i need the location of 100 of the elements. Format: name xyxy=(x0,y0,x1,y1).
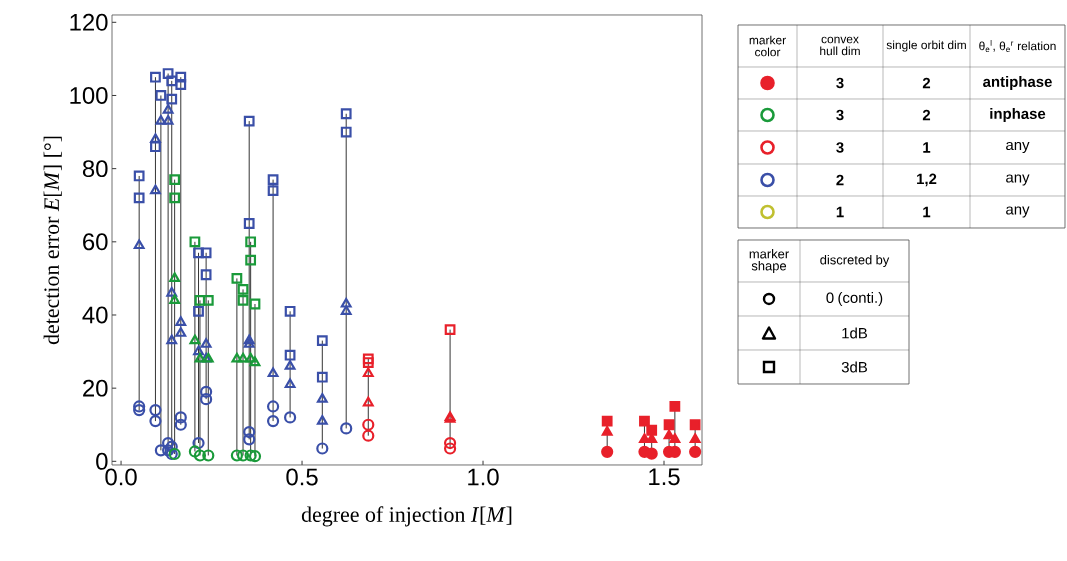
point xyxy=(243,115,255,127)
x-tick-label: 1.5 xyxy=(649,468,680,486)
point xyxy=(316,442,329,455)
point xyxy=(149,414,162,428)
point xyxy=(243,334,255,345)
point xyxy=(639,415,650,427)
point xyxy=(243,338,255,348)
text: θ$_{e}$$^{l}$, θ$_{e}$$^{r}$ relation xyxy=(979,39,1056,52)
point xyxy=(266,414,280,428)
point xyxy=(245,352,257,363)
text: 3 xyxy=(836,77,844,89)
x-tick-label: 1.0 xyxy=(468,468,499,486)
text: inphase xyxy=(990,108,1046,122)
point xyxy=(340,126,352,138)
text: marker shape xyxy=(749,248,789,273)
point xyxy=(133,170,145,182)
point xyxy=(689,433,701,443)
point xyxy=(362,418,375,431)
point xyxy=(601,415,613,427)
y-tick-label: 20 xyxy=(83,379,108,397)
point xyxy=(200,385,213,398)
point xyxy=(150,133,161,143)
point xyxy=(149,404,162,417)
point xyxy=(689,419,701,431)
point xyxy=(162,68,174,79)
point xyxy=(193,345,204,356)
point xyxy=(202,449,215,462)
point xyxy=(169,272,181,282)
point xyxy=(689,445,702,458)
point xyxy=(267,367,279,378)
text: any xyxy=(1006,174,1030,186)
text: 3dB xyxy=(841,361,867,373)
point xyxy=(601,445,614,458)
point xyxy=(192,436,205,450)
point xyxy=(133,400,146,413)
point xyxy=(155,90,167,101)
point xyxy=(237,294,249,306)
point xyxy=(231,273,243,284)
text: marker color xyxy=(749,35,786,57)
point xyxy=(601,425,613,436)
point xyxy=(245,236,257,248)
point xyxy=(237,283,249,295)
point xyxy=(249,356,261,367)
point xyxy=(267,185,279,196)
text: 2 xyxy=(922,77,931,89)
point xyxy=(340,108,352,120)
point xyxy=(340,297,352,308)
y-tick-label: 100 xyxy=(70,87,108,104)
point xyxy=(444,324,456,336)
point xyxy=(162,114,174,125)
point xyxy=(175,71,187,83)
point xyxy=(243,433,256,446)
text: antiphase xyxy=(983,76,1052,90)
text: any xyxy=(1006,206,1030,218)
point xyxy=(188,445,201,458)
x-tick-label: 0.5 xyxy=(286,468,318,486)
text: 1 xyxy=(836,206,844,218)
text: discreted by xyxy=(820,254,890,268)
y-tick-label: 40 xyxy=(82,306,108,324)
point xyxy=(316,414,328,425)
point xyxy=(154,444,167,457)
point xyxy=(169,192,181,204)
point xyxy=(174,411,187,424)
point xyxy=(174,418,187,431)
point xyxy=(266,400,280,413)
point xyxy=(646,424,658,436)
y-tick-label: 80 xyxy=(82,160,108,178)
text: 0 (conti.) xyxy=(826,292,883,306)
point xyxy=(316,335,328,346)
point xyxy=(316,371,328,383)
point xyxy=(248,450,262,463)
point xyxy=(316,393,328,403)
point xyxy=(267,174,279,186)
text: 2 xyxy=(922,109,931,121)
point xyxy=(193,305,204,317)
point xyxy=(362,353,374,365)
point xyxy=(169,294,181,304)
point xyxy=(194,352,206,363)
point xyxy=(165,440,178,453)
point xyxy=(133,404,146,417)
point xyxy=(202,294,214,306)
text: 3 xyxy=(836,109,844,121)
point xyxy=(362,429,375,442)
point xyxy=(362,357,374,368)
point xyxy=(443,442,457,455)
point xyxy=(189,334,201,345)
y-tick-label: 120 xyxy=(70,13,108,31)
y-tick-label: 0 xyxy=(96,452,108,470)
text: 2 xyxy=(836,174,844,186)
point xyxy=(237,352,249,363)
point xyxy=(193,449,207,462)
point xyxy=(166,75,178,87)
point xyxy=(284,305,296,317)
point xyxy=(443,436,457,450)
text: 1 xyxy=(923,206,931,218)
point xyxy=(175,327,187,337)
point xyxy=(245,254,257,266)
point xyxy=(669,433,681,443)
point xyxy=(249,298,261,310)
point xyxy=(284,360,296,370)
